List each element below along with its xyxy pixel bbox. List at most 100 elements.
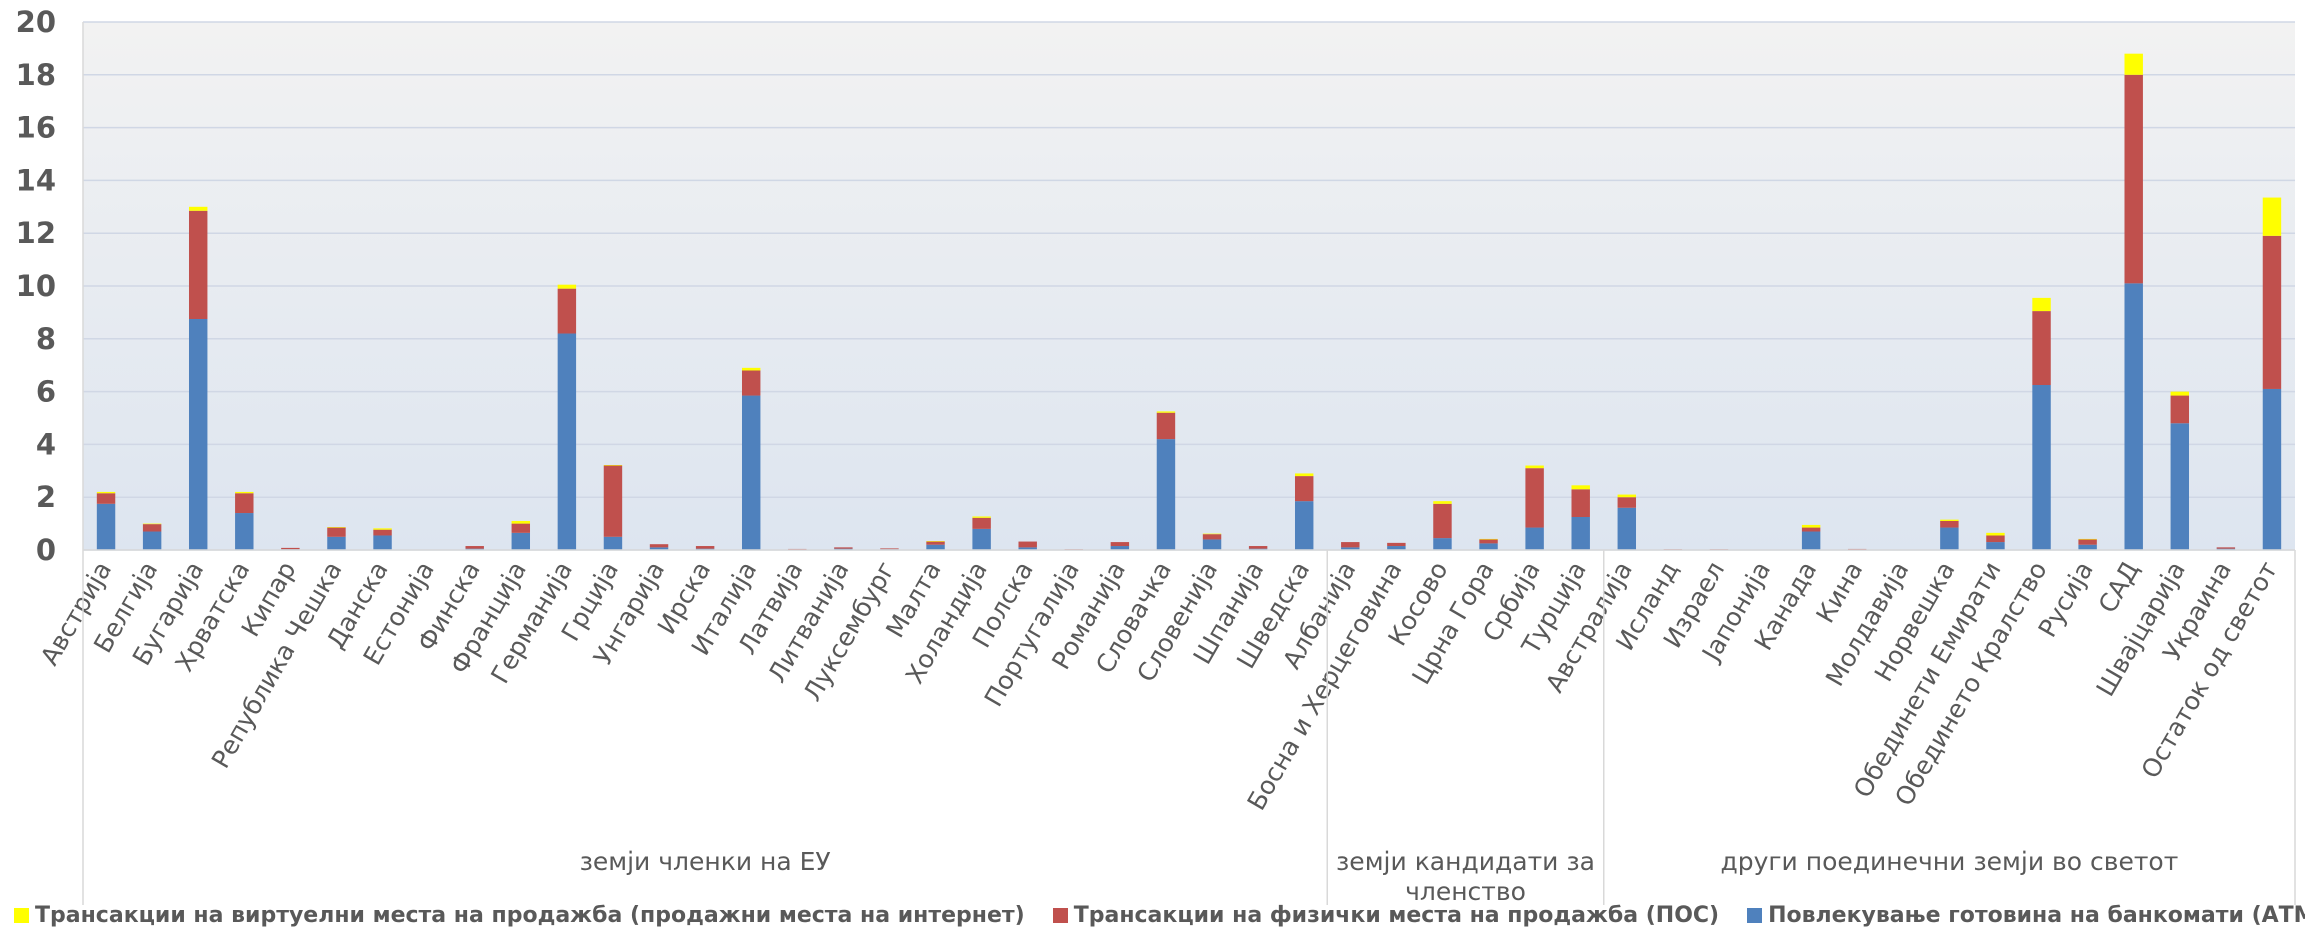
bar-segment-internet: [1617, 494, 1637, 498]
y-tick-label: 16: [16, 111, 56, 145]
y-tick-label: 4: [36, 427, 56, 461]
bar-segment-pos: [1847, 548, 1867, 550]
bar-segment-internet: [741, 367, 761, 371]
bar-segment-pos: [972, 517, 991, 529]
bar-segment-atm: [1479, 543, 1498, 550]
bar-segment-internet: [511, 520, 531, 524]
bar-segment-atm: [188, 319, 208, 550]
bar-segment-internet: [603, 464, 623, 466]
bar-segment-pos: [1110, 542, 1130, 547]
bar-segment-internet: [2170, 391, 2190, 396]
bar-segment-pos: [741, 370, 761, 396]
bar-segment-pos: [557, 288, 577, 334]
bar-segment-pos: [880, 548, 899, 550]
bar-segment-pos: [142, 524, 162, 532]
gridlines: [82, 21, 2295, 551]
bar-segment-pos: [1986, 535, 2005, 543]
category-groups: земји членки на ЕУ земји кандидати за член…: [82, 549, 2296, 906]
y-tick-label: 10: [16, 269, 56, 303]
bar-segment-internet: [235, 491, 254, 494]
bar-segment-internet: [1479, 538, 1498, 540]
bar-segment-atm: [649, 547, 669, 550]
bar-segment-pos: [373, 529, 392, 536]
bar-segment-internet: [2262, 197, 2282, 236]
legend-item-pos: Трансакции на физички места на продажба …: [1052, 903, 1719, 928]
bar-segment-internet: [926, 541, 945, 542]
bar-segment-pos: [465, 546, 484, 549]
y-tick-label: 14: [16, 163, 56, 197]
bar-segment-pos: [1525, 468, 1544, 528]
bar-segment-internet: [1986, 532, 2005, 536]
y-tick-label: 2: [36, 480, 56, 514]
group-label: земји членки на ЕУ: [580, 847, 831, 876]
x-axis-ticks: АвстријаБелгијаБугаријаХрватскаКипарРепу…: [35, 556, 2283, 815]
bar-segment-internet: [972, 516, 991, 518]
bar-segment-atm: [2078, 544, 2097, 550]
bar-segment-atm: [557, 333, 577, 550]
bar-segment-atm: [96, 503, 116, 550]
bar-segment-atm: [1018, 547, 1037, 550]
legend-label-internet: Трансакции на виртуелни места на продажб…: [35, 902, 1025, 928]
bar-segment-pos: [96, 493, 116, 504]
bar-segment-pos: [603, 465, 623, 537]
bar-segment-atm: [1986, 542, 2005, 550]
bar-segment-pos: [2032, 311, 2051, 385]
y-tick-label: 18: [16, 58, 56, 92]
bar-segment-atm: [1525, 527, 1544, 550]
group-label: земји кандидати за членство: [1336, 847, 1595, 906]
bar-segment-atm: [1202, 539, 1222, 550]
bar-segment-atm: [1110, 546, 1130, 550]
bars: [96, 53, 2282, 550]
bar-segment-atm: [1294, 501, 1314, 550]
bar-segment-atm: [972, 528, 991, 550]
bar-segment-atm: [1433, 538, 1452, 550]
bar-segment-atm: [2170, 423, 2190, 550]
bar-segment-internet: [188, 206, 208, 211]
bar-segment-atm: [235, 513, 254, 550]
y-tick-label: 6: [36, 375, 56, 409]
bar-segment-pos: [327, 527, 346, 537]
bar-segment-pos: [834, 547, 853, 549]
bar-segment-internet: [142, 523, 162, 525]
legend-swatch-internet: [14, 907, 29, 923]
bar-segment-pos: [511, 523, 531, 533]
bar-segment-pos: [1387, 542, 1406, 547]
legend-swatch-atm: [1747, 907, 1763, 923]
bar-segment-internet: [1940, 519, 1959, 521]
y-axis-ticks: 0 2 4 6 8 10 12 14 16 18 20: [16, 5, 56, 567]
bar-segment-atm: [926, 544, 945, 550]
bar-segment-atm: [2124, 283, 2143, 550]
bar-segment-internet: [1433, 501, 1452, 504]
bar-segment-atm: [373, 535, 392, 550]
bar-segment-atm: [1617, 507, 1637, 550]
y-tick-label: 8: [36, 322, 56, 356]
bar-segment-pos: [1801, 527, 1821, 532]
bar-segment-internet: [2078, 538, 2097, 540]
bar-segment-atm: [327, 536, 346, 550]
bar-segment-atm: [2262, 388, 2282, 550]
bar-segment-atm: [511, 532, 531, 550]
legend-label-atm: Повлекување готовина на банкомати (АТМ): [1768, 902, 2305, 928]
bar-segment-pos: [2170, 395, 2190, 424]
bar-segment-internet: [1202, 533, 1222, 535]
group-label-line: членство: [1405, 877, 1526, 906]
bar-segment-atm: [1801, 531, 1821, 550]
legend: Трансакции на виртуелни места на продажб…: [14, 900, 2305, 930]
bar-segment-internet: [2032, 297, 2051, 312]
bar-segment-atm: [1156, 439, 1176, 550]
bar-segment-pos: [1202, 534, 1222, 540]
group-label: други поединечни земји во светот: [1720, 847, 2178, 876]
bar-segment-internet: [327, 527, 346, 528]
bar-segment-atm: [1341, 547, 1360, 550]
bar-segment-pos: [1018, 541, 1037, 548]
bar-segment-atm: [1571, 517, 1590, 550]
group-label-line: земји кандидати за: [1336, 847, 1595, 876]
bar-segment-pos: [926, 541, 945, 545]
bar-segment-internet: [1156, 411, 1176, 413]
bar-segment-internet: [1294, 473, 1314, 477]
bar-segment-atm: [2032, 385, 2051, 550]
y-tick-label: 0: [36, 533, 56, 567]
legend-swatch-pos: [1052, 907, 1068, 923]
y-tick-label: 12: [16, 216, 56, 250]
legend-item-atm: Повлекување готовина на банкомати (АТМ): [1747, 903, 2305, 928]
